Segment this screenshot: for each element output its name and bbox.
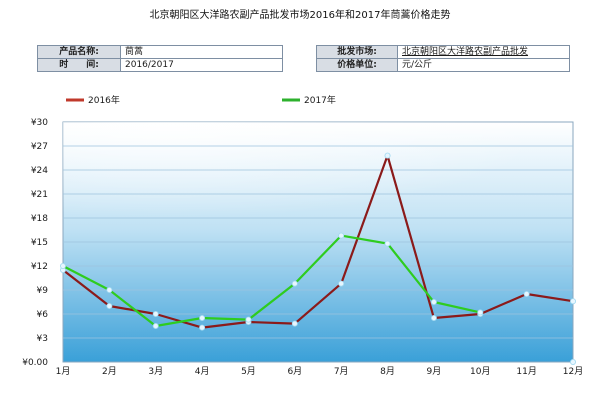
chart-title: 北京朝阳区大洋路农副产品批发市场2016年和2017年茼蒿价格走势 xyxy=(149,10,451,21)
data-point xyxy=(152,322,159,329)
x-tick-label: 9月 xyxy=(427,366,442,377)
price-unit-label: 价格单位: xyxy=(316,58,398,72)
x-tick-label: 6月 xyxy=(287,366,302,377)
data-point xyxy=(152,310,159,317)
data-point xyxy=(384,240,391,247)
product-info-table: 产品名称: 茼蒿 时 间: 2016/2017 xyxy=(37,45,283,72)
x-tick-label: 2月 xyxy=(102,366,117,377)
series-line-2016年 xyxy=(62,154,574,329)
legend-label: 2016年 xyxy=(88,94,120,106)
data-point xyxy=(245,316,252,323)
y-tick-label: ¥27 xyxy=(31,142,48,152)
y-tick-label: ¥30 xyxy=(31,118,48,128)
x-tick-label: 5月 xyxy=(241,366,256,377)
product-name-label: 产品名称: xyxy=(37,45,121,59)
data-point xyxy=(291,280,298,287)
y-tick-label: ¥18 xyxy=(31,214,48,224)
y-tick-label: ¥12 xyxy=(31,262,48,272)
y-tick-label: ¥9 xyxy=(37,286,49,296)
data-point xyxy=(430,314,437,321)
y-tick-label: ¥6 xyxy=(37,310,49,320)
data-point xyxy=(199,314,206,321)
data-point xyxy=(291,320,298,327)
price-unit-value: 元/公斤 xyxy=(397,58,570,72)
data-point xyxy=(570,358,577,365)
data-point xyxy=(338,232,345,239)
legend-label: 2017年 xyxy=(304,94,336,106)
plot-highlight xyxy=(63,122,573,242)
market-value-link[interactable]: 北京朝阳区大洋路农副产品批发 xyxy=(397,45,570,59)
x-tick-label: 10月 xyxy=(470,366,490,377)
product-name-value: 茼蒿 xyxy=(120,45,283,59)
x-tick-label: 7月 xyxy=(334,366,349,377)
data-point xyxy=(570,298,577,305)
time-value: 2016/2017 xyxy=(120,58,283,72)
data-point xyxy=(338,280,345,287)
data-point xyxy=(199,324,206,331)
data-point xyxy=(384,152,391,159)
x-tick-label: 11月 xyxy=(516,366,536,377)
data-point xyxy=(477,309,484,316)
y-tick-label: ¥0.00 xyxy=(22,358,48,368)
x-tick-label: 1月 xyxy=(56,366,71,377)
data-point xyxy=(430,298,437,305)
y-tick-label: ¥3 xyxy=(37,334,48,344)
data-point xyxy=(106,286,113,293)
market-info-table: 批发市场: 北京朝阳区大洋路农副产品批发 价格单位: 元/公斤 xyxy=(316,45,570,72)
data-point xyxy=(106,302,113,309)
x-tick-label: 4月 xyxy=(195,366,210,377)
x-tick-label: 8月 xyxy=(380,366,395,377)
data-point xyxy=(60,262,67,269)
data-point xyxy=(523,290,530,297)
y-tick-label: ¥24 xyxy=(31,166,48,176)
x-tick-label: 12月 xyxy=(563,366,583,377)
y-tick-label: ¥15 xyxy=(31,238,48,248)
x-tick-label: 3月 xyxy=(148,366,163,377)
y-tick-label: ¥21 xyxy=(31,190,48,200)
